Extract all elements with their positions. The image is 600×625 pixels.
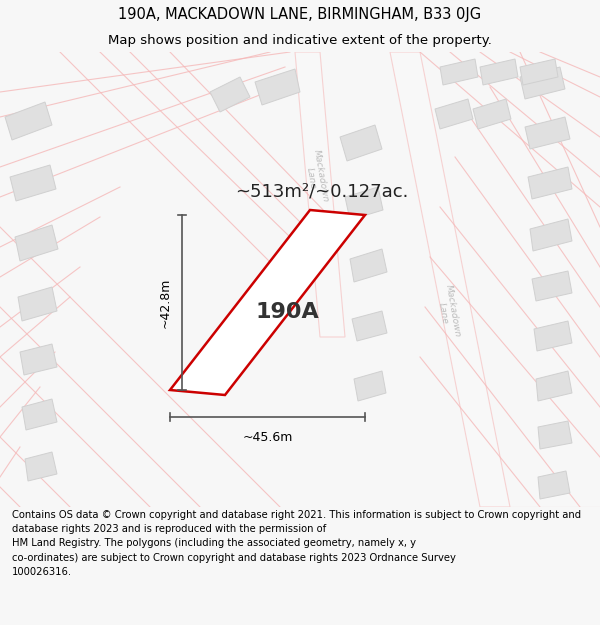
Polygon shape <box>435 99 473 129</box>
Polygon shape <box>520 59 558 85</box>
Text: 190A: 190A <box>256 302 319 322</box>
Text: Mackadown
Lane: Mackadown Lane <box>302 149 330 205</box>
Polygon shape <box>538 471 570 499</box>
Text: Mackadown
Lane: Mackadown Lane <box>434 284 462 340</box>
Text: ~45.6m: ~45.6m <box>242 431 293 444</box>
Polygon shape <box>255 69 300 105</box>
Polygon shape <box>22 399 57 430</box>
Text: ~513m²/~0.127ac.: ~513m²/~0.127ac. <box>235 183 409 201</box>
Polygon shape <box>5 102 52 140</box>
Polygon shape <box>25 452 57 481</box>
Polygon shape <box>345 187 383 220</box>
Polygon shape <box>295 52 345 337</box>
Polygon shape <box>520 67 565 99</box>
Polygon shape <box>480 59 518 85</box>
Polygon shape <box>530 219 572 251</box>
Polygon shape <box>473 99 511 129</box>
Polygon shape <box>536 371 572 401</box>
Polygon shape <box>20 344 57 375</box>
Polygon shape <box>390 52 510 507</box>
Polygon shape <box>210 77 250 112</box>
Text: 190A, MACKADOWN LANE, BIRMINGHAM, B33 0JG: 190A, MACKADOWN LANE, BIRMINGHAM, B33 0J… <box>118 7 482 22</box>
Polygon shape <box>170 210 365 395</box>
Polygon shape <box>354 371 386 401</box>
Polygon shape <box>352 311 387 341</box>
Polygon shape <box>18 287 57 321</box>
Polygon shape <box>10 165 56 201</box>
Polygon shape <box>440 59 478 85</box>
Text: ~42.8m: ~42.8m <box>159 278 172 328</box>
Polygon shape <box>532 271 572 301</box>
Polygon shape <box>15 225 58 261</box>
Text: Map shows position and indicative extent of the property.: Map shows position and indicative extent… <box>108 34 492 47</box>
Polygon shape <box>528 167 572 199</box>
Polygon shape <box>538 421 572 449</box>
Polygon shape <box>534 321 572 351</box>
Text: Contains OS data © Crown copyright and database right 2021. This information is : Contains OS data © Crown copyright and d… <box>12 509 581 577</box>
Polygon shape <box>340 125 382 161</box>
Polygon shape <box>350 249 387 282</box>
Polygon shape <box>525 117 570 149</box>
